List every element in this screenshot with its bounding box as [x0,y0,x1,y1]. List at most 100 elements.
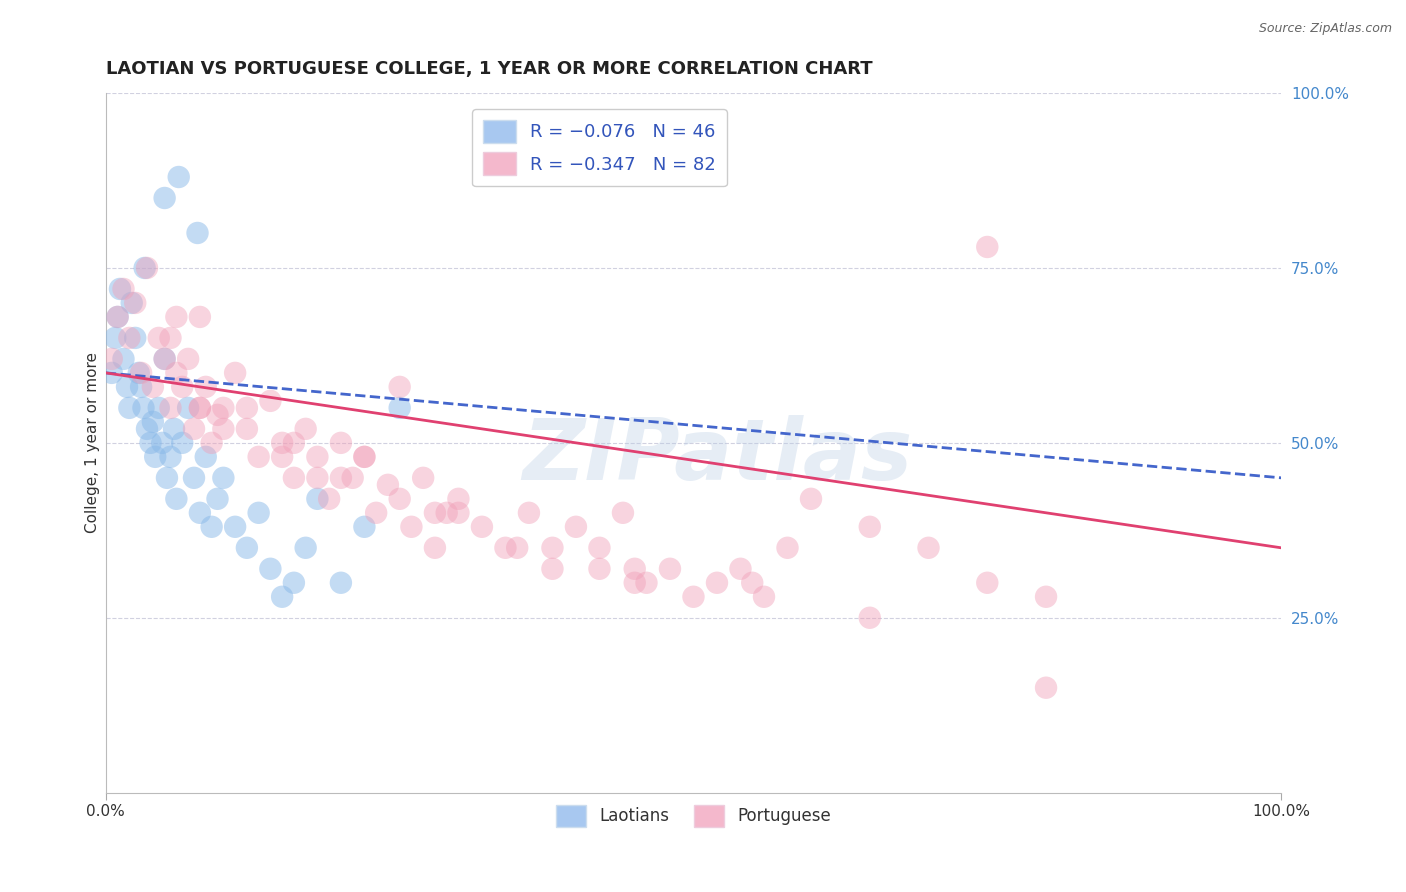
Point [224,366,246,380]
Point [153,351,176,366]
Point [447,491,470,506]
Point [588,541,610,555]
Point [636,575,658,590]
Point [100,351,122,366]
Point [163,422,186,436]
Point [342,471,364,485]
Point [165,491,187,506]
Point [377,478,399,492]
Point [623,575,645,590]
Point [201,520,224,534]
Point [118,331,141,345]
Point [1035,681,1057,695]
Point [136,260,159,275]
Point [183,471,205,485]
Point [194,450,217,464]
Point [188,401,211,415]
Point [148,401,170,415]
Point [207,491,229,506]
Point [329,575,352,590]
Point [236,541,259,555]
Point [271,590,294,604]
Text: LAOTIAN VS PORTUGUESE COLLEGE, 1 YEAR OR MORE CORRELATION CHART: LAOTIAN VS PORTUGUESE COLLEGE, 1 YEAR OR… [105,60,873,78]
Point [1035,590,1057,604]
Point [976,575,998,590]
Point [353,450,375,464]
Point [136,422,159,436]
Text: Source: ZipAtlas.com: Source: ZipAtlas.com [1258,22,1392,36]
Point [186,226,208,240]
Point [329,471,352,485]
Point [118,401,141,415]
Point [112,351,135,366]
Point [307,491,329,506]
Point [436,506,458,520]
Point [236,401,259,415]
Point [177,401,200,415]
Point [201,435,224,450]
Point [294,541,316,555]
Point [494,541,516,555]
Point [108,282,131,296]
Point [104,331,127,345]
Point [271,435,294,450]
Point [353,450,375,464]
Point [100,366,122,380]
Point [388,401,411,415]
Point [177,351,200,366]
Point [447,506,470,520]
Point [471,520,494,534]
Point [329,435,352,450]
Point [776,541,799,555]
Point [124,296,146,310]
Point [112,282,135,296]
Point [128,366,150,380]
Point [353,520,375,534]
Point [917,541,939,555]
Point [412,471,434,485]
Point [212,471,235,485]
Point [115,380,138,394]
Point [212,422,235,436]
Point [388,491,411,506]
Point [159,401,181,415]
Point [541,541,564,555]
Point [401,520,423,534]
Point [283,575,305,590]
Point [565,520,588,534]
Point [318,491,340,506]
Point [541,562,564,576]
Point [423,506,446,520]
Point [212,401,235,415]
Point [800,491,823,506]
Point [283,471,305,485]
Point [148,331,170,345]
Point [188,401,211,415]
Point [159,450,181,464]
Point [172,380,194,394]
Point [172,435,194,450]
Point [752,590,775,604]
Point [167,169,190,184]
Point [307,450,329,464]
Point [623,562,645,576]
Point [976,240,998,254]
Point [156,471,179,485]
Point [741,575,763,590]
Point [859,520,882,534]
Point [706,575,728,590]
Point [682,590,704,604]
Point [159,331,181,345]
Point [129,366,152,380]
Point [124,331,146,345]
Point [150,435,173,450]
Point [588,562,610,576]
Point [188,506,211,520]
Point [143,450,166,464]
Point [366,506,388,520]
Point [247,506,270,520]
Point [859,611,882,625]
Point [224,520,246,534]
Point [423,541,446,555]
Legend: Laotians, Portuguese: Laotians, Portuguese [550,798,838,833]
